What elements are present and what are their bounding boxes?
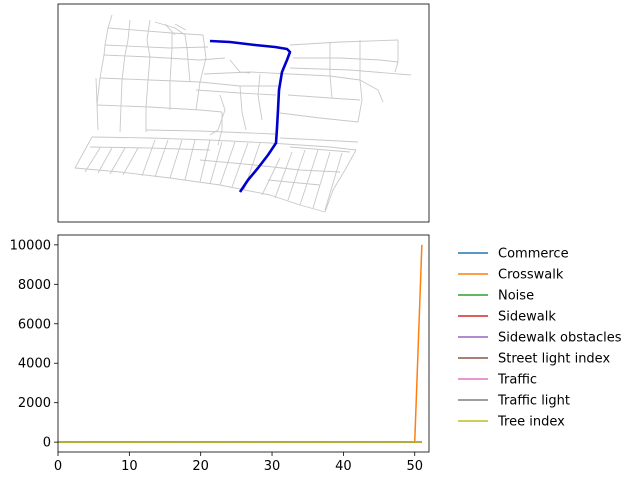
street-segment <box>122 147 139 176</box>
x-tick-label: 50 <box>406 459 423 474</box>
x-tick-label: 30 <box>264 459 281 474</box>
x-tick-label: 40 <box>335 459 352 474</box>
legend-label: Traffic light <box>497 394 570 409</box>
legend-label: Crosswalk <box>498 268 564 283</box>
street-segment <box>261 157 281 196</box>
series-layer <box>57 244 423 443</box>
legend-entry: Traffic <box>458 373 537 388</box>
street-segment <box>329 42 333 99</box>
x-axis: 0 10 20 30 40 50 <box>54 452 423 474</box>
street-segment <box>95 77 98 106</box>
street-segment <box>119 19 131 133</box>
street-segment <box>357 40 363 123</box>
legend-entry: Sidewalk obstacles <box>458 331 622 346</box>
street-segment <box>219 141 236 186</box>
legend-label: Sidewalk <box>498 310 556 325</box>
street-segment <box>394 40 399 73</box>
legend-label: Traffic <box>497 373 537 388</box>
legend-entry: Street light index <box>458 352 610 367</box>
street-segment <box>145 129 276 135</box>
x-tick-label: 10 <box>121 459 138 474</box>
map-axes-frame <box>57 3 430 223</box>
street-segment <box>287 149 306 201</box>
street-segment <box>274 151 293 199</box>
street-segment <box>231 142 249 188</box>
street-segment <box>154 139 169 178</box>
street-segment <box>359 79 384 103</box>
y-tick-label: 6000 <box>18 317 51 332</box>
street-network <box>74 14 412 213</box>
x-tick-label: 0 <box>54 459 62 474</box>
street-segment <box>257 73 263 121</box>
street-segment <box>97 147 113 174</box>
street-segment <box>154 21 186 36</box>
street-segment <box>299 149 319 206</box>
street-segment <box>324 149 357 213</box>
street-segment <box>209 141 223 185</box>
street-segment <box>289 39 399 46</box>
street-segment <box>279 112 359 123</box>
street-segment <box>96 104 223 113</box>
street-segment <box>199 159 341 173</box>
legend-entry: Sidewalk <box>458 310 556 325</box>
street-segment <box>239 85 247 131</box>
street-segment <box>174 23 187 31</box>
street-segment <box>164 23 176 36</box>
legend-label: Noise <box>498 289 534 304</box>
legend-entry: Noise <box>458 289 534 304</box>
street-segment <box>289 67 412 76</box>
street-segment <box>199 139 211 183</box>
street-segment <box>91 136 357 151</box>
street-segment <box>203 71 361 81</box>
y-tick-label: 10000 <box>10 238 51 253</box>
street-segment <box>84 147 101 173</box>
street-segment <box>74 136 93 169</box>
legend-entry: Crosswalk <box>458 268 564 283</box>
legend-label: Street light index <box>498 352 610 367</box>
legend-entry: Tree index <box>458 415 565 430</box>
street-segment <box>145 19 151 132</box>
y-tick-label: 4000 <box>18 357 51 372</box>
street-segment <box>141 139 156 177</box>
legend: Commerce Crosswalk Noise Sidewalk Sidewalk o… <box>458 247 622 430</box>
legend-entry: Traffic light <box>458 394 570 409</box>
legend-label: Sidewalk obstacles <box>498 331 622 346</box>
street-segment <box>267 179 321 186</box>
legend-label: Tree index <box>497 415 565 430</box>
street-segment <box>184 34 191 83</box>
y-axis: 0 2000 4000 6000 8000 10000 <box>10 238 58 451</box>
y-tick-label: 8000 <box>18 278 51 293</box>
feature-chart-panel: 0 10 20 30 40 50 0 2000 4000 6000 8000 10000 <box>10 234 430 474</box>
street-segment <box>195 34 207 111</box>
street-segment <box>289 146 351 153</box>
map-panel <box>57 3 430 223</box>
route-path <box>209 39 292 193</box>
x-tick-label: 20 <box>192 459 209 474</box>
street-segment <box>195 89 277 96</box>
legend-entry: Commerce <box>458 247 569 262</box>
street-segment <box>103 54 226 61</box>
chart-axes-frame <box>57 234 430 453</box>
street-segment <box>279 137 359 143</box>
street-segment <box>287 94 361 101</box>
y-tick-label: 2000 <box>18 396 51 411</box>
street-segment <box>229 59 251 74</box>
street-segment <box>184 139 196 181</box>
street-segment <box>324 152 343 211</box>
street-segment <box>169 139 183 179</box>
street-segment <box>312 151 331 209</box>
chart-axes-background <box>58 235 429 452</box>
street-segment <box>109 147 126 175</box>
street-segment <box>209 94 226 136</box>
y-tick-label: 0 <box>43 436 51 451</box>
street-segment <box>169 33 173 110</box>
legend-label: Commerce <box>498 247 569 262</box>
street-segment <box>89 146 211 151</box>
